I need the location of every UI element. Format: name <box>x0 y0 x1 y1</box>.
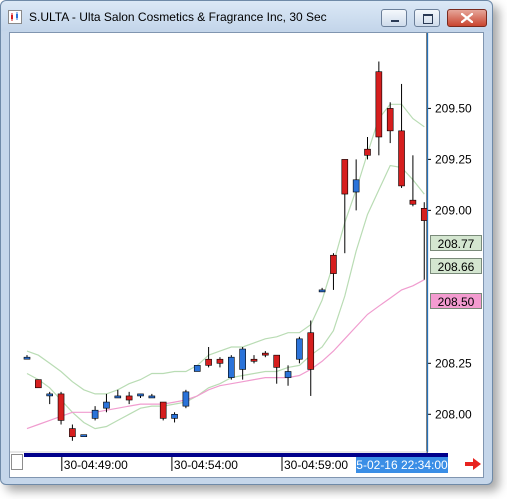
chart-area[interactable]: 209.50 209.25 209.00 208.25 208.00 30-04:49:0… <box>9 32 484 478</box>
candle-body <box>171 413 178 419</box>
candle-body <box>125 395 133 401</box>
x-tick-label: 30-04:54:00 <box>174 458 238 472</box>
candle-body <box>216 358 224 364</box>
y-tick-label: 208.25 <box>435 356 472 370</box>
candle-body <box>148 395 156 399</box>
candle-body <box>420 208 428 221</box>
x-tick-label: 30-04:49:00 <box>64 458 128 472</box>
candle-body <box>284 371 292 378</box>
candle-body <box>296 338 303 360</box>
candle-body <box>193 365 201 372</box>
candle-body <box>69 428 76 438</box>
candle-body <box>159 401 167 419</box>
lower-band-line <box>26 164 425 430</box>
candle-body <box>91 409 99 419</box>
scroll-right-arrow-icon[interactable] <box>464 456 482 472</box>
y-tick-label: 209.00 <box>435 203 472 217</box>
candle-body <box>364 148 371 156</box>
candle-body <box>318 289 326 293</box>
y-tick-label: 209.50 <box>435 101 472 115</box>
upper-band-line <box>26 103 425 395</box>
candle-body <box>352 179 360 193</box>
candle-body <box>114 395 122 399</box>
candle-body <box>330 254 337 274</box>
candle-body <box>103 401 110 409</box>
candle-body <box>35 379 42 389</box>
candle-body <box>23 356 31 360</box>
candle-body <box>398 130 405 187</box>
y-tick-label: 209.25 <box>435 152 472 166</box>
chart-app-icon[interactable] <box>8 10 22 24</box>
minimize-button[interactable] <box>381 9 407 27</box>
candle-body <box>250 358 258 362</box>
close-icon <box>461 13 473 23</box>
moving-average-price-tag: 208.50 <box>430 293 482 309</box>
moving-average-line <box>26 279 425 430</box>
candle-body <box>182 391 190 407</box>
candle-body <box>205 358 212 366</box>
candle-body <box>409 199 417 205</box>
y-tick-label: 208.00 <box>435 407 472 421</box>
last-price-tag: 208.77 <box>430 235 482 251</box>
candle-body <box>80 434 88 437</box>
x-tick-label: 30-04:59:00 <box>284 458 348 472</box>
candle-body <box>57 393 65 421</box>
candle-body <box>262 352 269 356</box>
time-scrollbar <box>24 453 448 457</box>
price-chart[interactable]: 209.50 209.25 209.00 208.25 208.00 30-04:49:0… <box>10 33 483 477</box>
candle-body <box>273 354 281 368</box>
title-bar[interactable]: S.ULTA - Ulta Salon Cosmetics & Fragranc… <box>1 1 492 31</box>
maximize-button[interactable] <box>414 9 440 27</box>
maximize-icon <box>423 14 433 24</box>
candle-body <box>341 159 349 195</box>
candle-body <box>386 108 394 132</box>
chart-window: S.ULTA - Ulta Salon Cosmetics & Fragranc… <box>0 0 493 485</box>
window-title: S.ULTA - Ulta Salon Cosmetics & Fragranc… <box>29 10 327 24</box>
minimize-icon <box>391 20 399 22</box>
candle-body <box>375 71 383 138</box>
current-time-label: 5-02-16 22:34:00 <box>356 457 448 473</box>
average-price-tag: 208.66 <box>430 258 482 274</box>
candle-body <box>239 348 246 370</box>
candle-body <box>46 393 54 397</box>
close-button[interactable] <box>447 9 487 27</box>
candle-body <box>228 356 235 378</box>
scroll-left-button[interactable] <box>11 454 23 470</box>
candle-body <box>137 393 144 397</box>
candle-body <box>307 332 315 370</box>
